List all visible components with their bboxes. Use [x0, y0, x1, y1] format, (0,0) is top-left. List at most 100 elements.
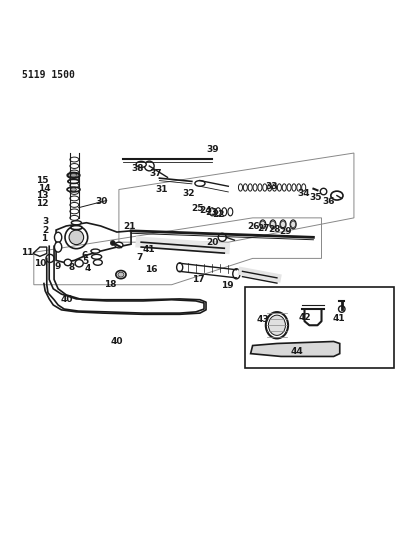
Text: 15: 15 — [35, 176, 48, 185]
Ellipse shape — [291, 221, 295, 228]
Ellipse shape — [93, 260, 102, 265]
Ellipse shape — [268, 315, 286, 335]
Text: 32: 32 — [182, 189, 195, 198]
Text: 7: 7 — [136, 253, 142, 262]
Ellipse shape — [71, 188, 76, 191]
Text: 23: 23 — [205, 208, 217, 217]
Ellipse shape — [282, 184, 286, 191]
Ellipse shape — [270, 220, 276, 229]
Text: 21: 21 — [123, 222, 135, 231]
Text: 35: 35 — [309, 193, 322, 202]
Text: 18: 18 — [104, 280, 116, 289]
Ellipse shape — [273, 184, 277, 191]
Text: 31: 31 — [155, 185, 168, 194]
Text: 5: 5 — [82, 257, 89, 266]
Text: 1: 1 — [41, 235, 47, 244]
Text: 9: 9 — [54, 262, 60, 271]
Text: 27: 27 — [258, 223, 270, 232]
Text: 33: 33 — [266, 182, 278, 191]
Ellipse shape — [297, 184, 301, 191]
Ellipse shape — [216, 208, 221, 216]
Text: 5119 1500: 5119 1500 — [22, 70, 75, 80]
Text: 22: 22 — [212, 210, 224, 219]
Text: 37: 37 — [150, 169, 162, 178]
Text: 6: 6 — [81, 251, 88, 260]
Ellipse shape — [243, 184, 247, 191]
Ellipse shape — [70, 170, 79, 175]
Text: 44: 44 — [291, 347, 304, 356]
Ellipse shape — [302, 184, 306, 191]
Ellipse shape — [266, 312, 288, 338]
Text: 43: 43 — [257, 316, 269, 325]
Ellipse shape — [292, 184, 296, 191]
Ellipse shape — [67, 187, 80, 192]
Ellipse shape — [70, 174, 77, 177]
Polygon shape — [251, 342, 340, 357]
Text: 11: 11 — [21, 248, 33, 257]
Text: 41: 41 — [143, 245, 155, 254]
Ellipse shape — [70, 164, 79, 168]
Ellipse shape — [253, 184, 257, 191]
Ellipse shape — [287, 184, 291, 191]
Text: 24: 24 — [199, 206, 211, 215]
Ellipse shape — [55, 232, 62, 243]
Ellipse shape — [118, 272, 124, 277]
Ellipse shape — [238, 184, 242, 191]
Text: 14: 14 — [38, 184, 50, 193]
Ellipse shape — [70, 190, 79, 195]
Circle shape — [69, 230, 84, 245]
Ellipse shape — [331, 191, 343, 200]
Ellipse shape — [116, 271, 126, 279]
Ellipse shape — [136, 161, 146, 167]
Text: 3: 3 — [42, 217, 48, 227]
Text: 34: 34 — [297, 189, 310, 198]
Ellipse shape — [260, 220, 266, 229]
Ellipse shape — [91, 249, 100, 253]
Ellipse shape — [67, 173, 80, 178]
Ellipse shape — [68, 180, 79, 183]
Text: 13: 13 — [35, 191, 48, 200]
Text: 2: 2 — [42, 225, 48, 235]
Ellipse shape — [55, 242, 62, 252]
Ellipse shape — [290, 220, 296, 229]
Text: 36: 36 — [323, 197, 335, 206]
Text: 42: 42 — [298, 313, 311, 322]
Text: 29: 29 — [279, 227, 292, 236]
Text: 30: 30 — [96, 197, 108, 206]
Ellipse shape — [277, 184, 282, 191]
Text: 41: 41 — [332, 314, 345, 323]
Text: 17: 17 — [192, 275, 204, 284]
Ellipse shape — [115, 242, 123, 248]
Circle shape — [111, 240, 115, 245]
Ellipse shape — [248, 184, 252, 191]
Ellipse shape — [195, 181, 205, 186]
Ellipse shape — [70, 209, 79, 214]
Bar — [244, 287, 395, 368]
Text: 19: 19 — [221, 281, 234, 290]
Ellipse shape — [64, 259, 71, 265]
Ellipse shape — [70, 203, 79, 207]
Ellipse shape — [70, 196, 79, 201]
Text: 38: 38 — [131, 164, 143, 173]
Text: 4: 4 — [84, 264, 91, 273]
Ellipse shape — [210, 208, 215, 216]
Text: 25: 25 — [192, 204, 204, 213]
Text: 16: 16 — [145, 265, 157, 274]
Ellipse shape — [70, 183, 79, 188]
Text: 26: 26 — [247, 222, 259, 231]
Ellipse shape — [71, 225, 82, 230]
Text: 20: 20 — [206, 238, 218, 247]
Ellipse shape — [258, 184, 262, 191]
Ellipse shape — [70, 215, 79, 220]
Text: 28: 28 — [268, 225, 281, 234]
Text: 40: 40 — [61, 295, 73, 304]
Text: 40: 40 — [111, 337, 123, 346]
Ellipse shape — [177, 263, 183, 272]
Ellipse shape — [263, 184, 267, 191]
Ellipse shape — [281, 221, 286, 228]
Ellipse shape — [71, 221, 82, 225]
Ellipse shape — [280, 220, 286, 229]
Ellipse shape — [233, 269, 240, 279]
Ellipse shape — [271, 221, 275, 228]
Text: 12: 12 — [35, 199, 48, 208]
